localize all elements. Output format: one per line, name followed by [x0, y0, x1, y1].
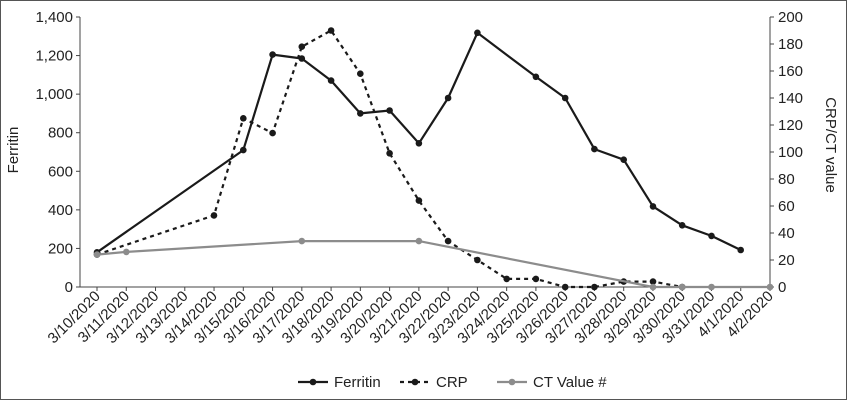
series-point	[649, 283, 657, 291]
series-point	[240, 115, 247, 122]
series-point	[503, 275, 511, 283]
left-tick-label: 1,200	[35, 48, 73, 65]
series-point	[386, 107, 393, 114]
left-tick-label: 0	[65, 279, 73, 296]
left-axis-title: Ferritin	[5, 127, 22, 174]
series-point	[240, 146, 247, 154]
series-point	[737, 246, 744, 254]
series-point	[123, 248, 130, 256]
series-point	[269, 129, 276, 137]
series-point	[327, 77, 335, 84]
legend-label: CRP	[436, 374, 468, 391]
series-point	[474, 29, 481, 37]
series-point	[415, 197, 423, 204]
series-point	[269, 51, 276, 58]
right-tick-label: 140	[778, 90, 803, 107]
legend-swatch-marker	[508, 378, 516, 386]
series-point	[591, 145, 598, 153]
series-point	[298, 55, 306, 62]
series-point	[708, 283, 715, 291]
series-point	[93, 251, 101, 258]
right-axis-title: CRP/CT value	[822, 97, 839, 193]
series-point	[591, 283, 598, 291]
series-1	[93, 27, 686, 291]
left-tick-label: 200	[48, 240, 73, 257]
series-layer	[93, 27, 774, 291]
series-point	[561, 283, 569, 291]
left-tick-label: 1,000	[35, 86, 73, 103]
left-tick-label: 800	[48, 125, 73, 142]
series-point	[327, 27, 335, 34]
series-point	[649, 203, 657, 210]
series-point	[766, 283, 774, 291]
series-point	[357, 70, 364, 77]
legend-label: CT Value #	[533, 374, 607, 391]
left-tick-label: 600	[48, 163, 73, 180]
series-point	[415, 237, 423, 245]
legend-item: CRP	[400, 374, 468, 391]
legend-swatch-marker	[309, 378, 317, 386]
series-point	[678, 222, 686, 229]
right-tick-label: 60	[778, 198, 795, 215]
series-point	[620, 156, 627, 163]
legend-item: Ferritin	[298, 374, 381, 391]
right-tick-label: 0	[778, 279, 786, 296]
right-tick-label: 100	[778, 144, 803, 161]
series-point	[708, 232, 715, 240]
right-tick-label: 80	[778, 171, 795, 188]
series-point	[415, 140, 423, 147]
series-2	[93, 237, 774, 291]
legend: Ferritin CRP CT Value #	[298, 374, 607, 391]
right-tick-label: 200	[778, 9, 803, 26]
right-tick-label: 160	[778, 63, 803, 80]
series-point	[386, 150, 393, 157]
left-tick-label: 1,400	[35, 9, 73, 26]
series-point	[678, 283, 686, 291]
series-line	[96, 240, 770, 289]
legend-item: CT Value #	[497, 374, 607, 391]
series-point	[532, 73, 540, 81]
legend-label: Ferritin	[334, 374, 381, 391]
right-tick-label: 40	[778, 225, 795, 242]
right-tick-label: 20	[778, 252, 795, 269]
series-point	[444, 237, 452, 245]
legend-swatch-marker	[411, 378, 419, 386]
series-point	[649, 278, 657, 285]
right-tick-label: 120	[778, 117, 803, 134]
series-point	[357, 110, 364, 117]
series-point	[532, 275, 540, 283]
left-tick-label: 400	[48, 202, 73, 219]
series-point	[474, 256, 481, 264]
series-point	[210, 212, 218, 219]
series-point	[561, 94, 569, 102]
right-tick-label: 180	[778, 36, 803, 53]
series-point	[298, 237, 306, 245]
series-point	[444, 94, 452, 102]
series-point	[298, 43, 306, 50]
